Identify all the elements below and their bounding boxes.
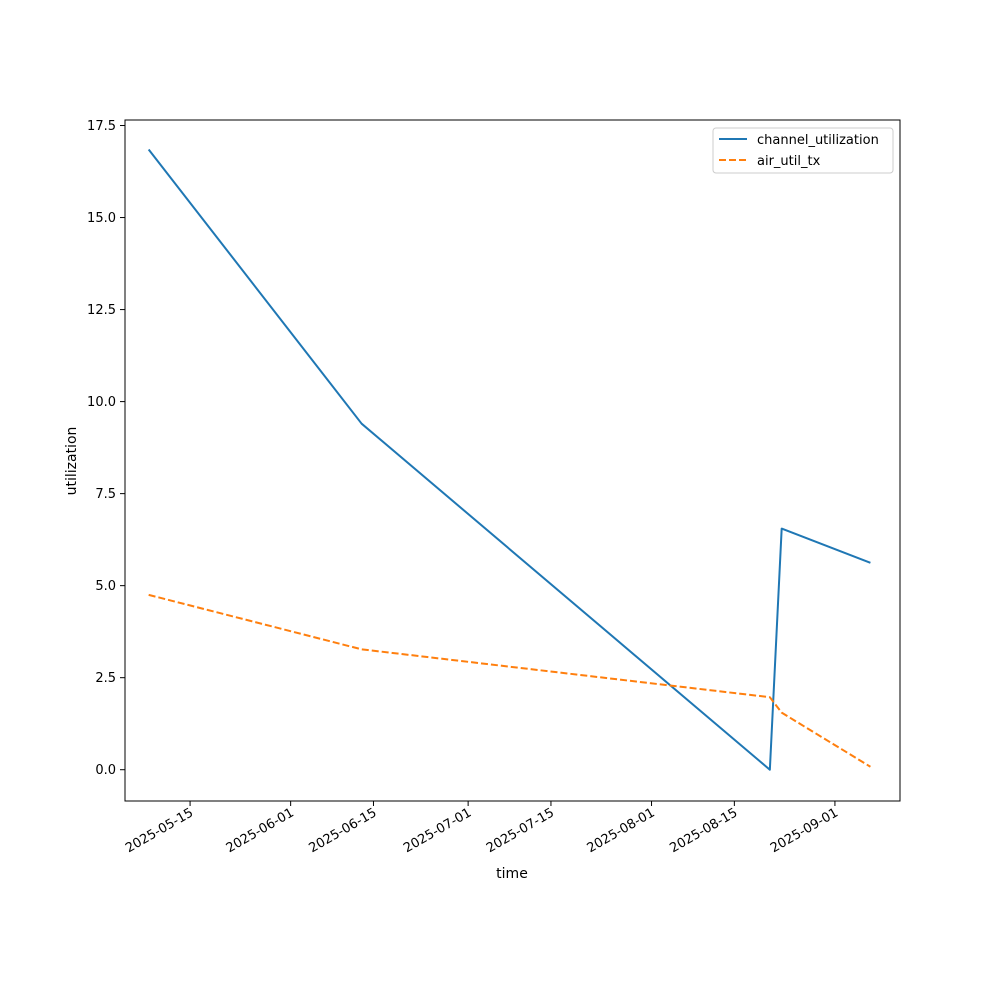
- x-tick-label: 2025-05-15: [123, 805, 196, 856]
- y-tick-label: 17.5: [87, 119, 116, 134]
- data-point-channel-utilization: [146, 147, 150, 151]
- legend-label-channel-utilization: channel_utilization: [757, 133, 879, 148]
- plot-frame: [124, 119, 901, 802]
- x-tick-label: 2025-08-15: [667, 805, 740, 856]
- x-tick-label: 2025-06-01: [224, 805, 297, 856]
- data-point-air-util-tx: [359, 647, 363, 651]
- data-point-air-util-tx: [779, 710, 783, 714]
- x-tick-label: 2025-09-01: [768, 805, 841, 856]
- data-point-channel-utilization: [768, 768, 772, 772]
- y-tick-label: 12.5: [87, 303, 116, 318]
- data-point-air-util-tx: [868, 765, 872, 769]
- y-axis-ticks: 0.0 2.5 5.0 7.5 10.0 12.5 15.0 17.5: [87, 119, 125, 778]
- series-line-channel-utilization: [147, 148, 871, 771]
- series-layer: [146, 147, 872, 772]
- x-tick-label: 2025-08-01: [585, 805, 658, 856]
- y-tick-label: 5.0: [95, 579, 116, 594]
- y-tick-label: 2.5: [95, 671, 116, 686]
- x-axis-ticks: 2025-05-15 2025-06-01 2025-06-15 2025-07-01…: [123, 801, 841, 856]
- legend-box: [712, 127, 894, 174]
- data-point-air-util-tx: [146, 593, 150, 597]
- y-tick-label: 7.5: [95, 487, 116, 502]
- data-point-channel-utilization: [868, 561, 872, 565]
- x-tick-label: 2025-07-01: [401, 805, 474, 856]
- plot-area: [124, 119, 901, 802]
- data-point-channel-utilization: [359, 421, 363, 425]
- x-axis-label: time: [496, 866, 528, 882]
- y-tick-label: 10.0: [87, 395, 116, 410]
- y-tick-label: 15.0: [87, 211, 116, 226]
- x-tick-label: 2025-07-15: [484, 805, 557, 856]
- y-tick-label: 0.0: [95, 763, 116, 778]
- series-line-air-util-tx: [148, 593, 871, 768]
- legend: channel_utilization air_util_tx: [712, 127, 894, 174]
- data-point-air-util-tx: [768, 695, 772, 699]
- legend-label-air-util-tx: air_util_tx: [757, 154, 821, 169]
- data-point-channel-utilization: [779, 526, 783, 530]
- x-tick-label: 2025-06-15: [307, 805, 380, 856]
- y-axis-label: utilization: [64, 427, 80, 496]
